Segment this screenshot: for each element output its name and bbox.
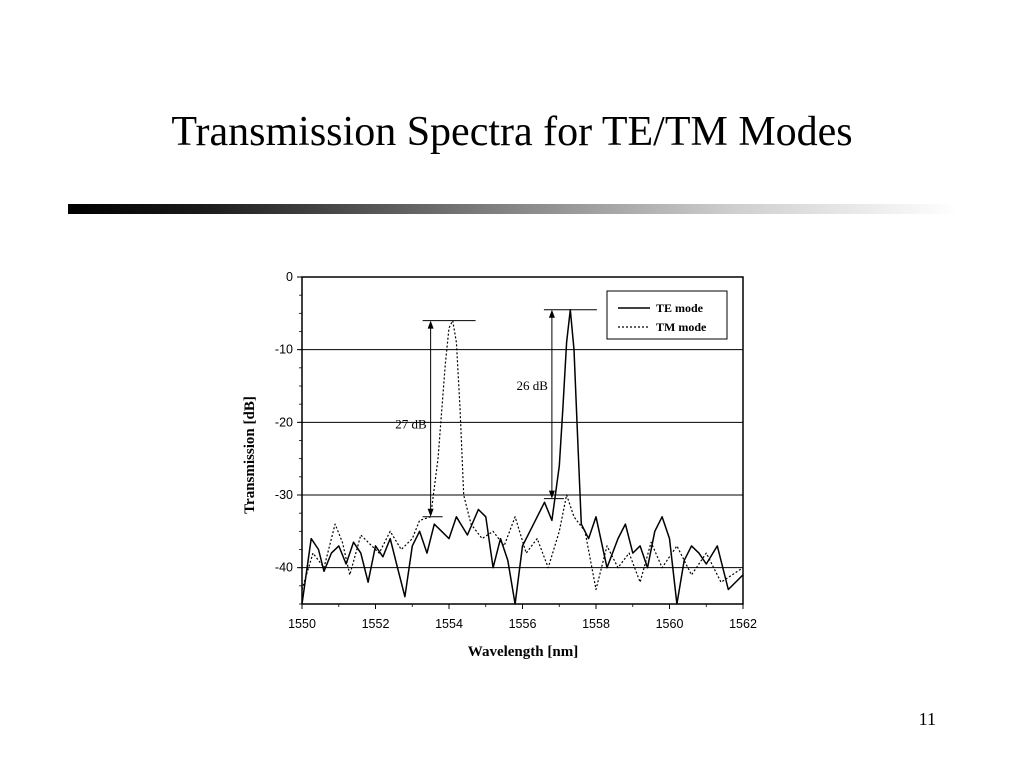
annotation-label-26db: 26 dB bbox=[516, 378, 548, 393]
annotation-arrowhead-down bbox=[548, 490, 555, 499]
series-lines bbox=[301, 308, 744, 605]
series-te-mode bbox=[301, 308, 744, 605]
x-tick-label: 1554 bbox=[435, 617, 463, 631]
legend: TE mode TM mode bbox=[606, 290, 728, 340]
y-tick-label: -20 bbox=[275, 415, 293, 429]
axis-ticks: 0 -10 -20 -30 -40 1550 1552 1554 1556 1558 1560 156… bbox=[275, 270, 757, 631]
x-tick-label: 1560 bbox=[656, 617, 684, 631]
slide-title: Transmission Spectra for TE/TM Modes bbox=[171, 109, 853, 155]
y-tick-label: -40 bbox=[275, 561, 293, 575]
x-axis-label: Wavelength [nm] bbox=[468, 644, 578, 660]
annotation-arrowhead-up bbox=[548, 309, 555, 318]
annotation-label-27db: 27 dB bbox=[395, 417, 427, 432]
series-tm-mode bbox=[301, 320, 744, 591]
x-tick-label: 1562 bbox=[729, 617, 757, 631]
y-tick-label: -30 bbox=[275, 488, 293, 502]
page-number: 11 bbox=[918, 709, 936, 729]
legend-label-te: TE mode bbox=[656, 301, 704, 315]
title-divider bbox=[68, 204, 958, 214]
annotations: 27 dB 26 dB bbox=[395, 309, 597, 518]
x-tick-label: 1552 bbox=[362, 617, 390, 631]
y-tick-label: -10 bbox=[275, 343, 293, 357]
x-tick-label: 1558 bbox=[582, 617, 610, 631]
annotation-arrowhead-up bbox=[427, 320, 434, 329]
legend-label-tm: TM mode bbox=[656, 320, 707, 334]
legend-box bbox=[606, 290, 728, 340]
x-tick-label: 1556 bbox=[509, 617, 537, 631]
annotation-arrowhead-down bbox=[427, 508, 434, 517]
y-axis-label: Transmission [dB] bbox=[242, 396, 258, 514]
y-tick-label: 0 bbox=[286, 270, 293, 284]
x-tick-label: 1550 bbox=[288, 617, 316, 631]
grid-lines bbox=[302, 349, 743, 569]
